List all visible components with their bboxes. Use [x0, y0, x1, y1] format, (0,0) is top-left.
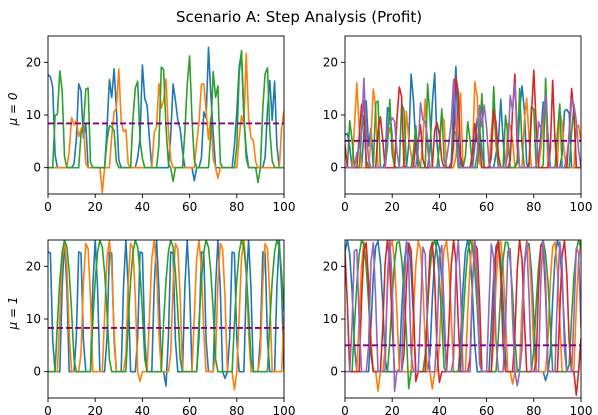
y-tick-label: 10 [323, 108, 338, 122]
x-tick-label: 0 [44, 404, 52, 415]
y-tick-label: 10 [26, 108, 41, 122]
panel-bottom-right: 0 20 40 60 80 100 0 10 20 [323, 239, 593, 415]
x-tick-label: 80 [526, 200, 541, 214]
y-tick-label: 0 [33, 161, 41, 175]
series-line-3 [48, 240, 284, 373]
x-tick-label: 60 [182, 200, 197, 214]
series-line-5 [345, 77, 581, 169]
x-tick-label: 20 [385, 404, 400, 415]
series-group [48, 46, 284, 194]
x-tick-label: 100 [273, 200, 296, 214]
x-tick-label: 40 [432, 200, 447, 214]
series-line-3 [48, 49, 284, 184]
y-tick-label: 10 [323, 312, 338, 326]
x-tick-label: 80 [229, 404, 244, 415]
series-line-2 [48, 52, 284, 194]
x-tick-label: 20 [88, 404, 103, 415]
y-tick-label: 20 [323, 55, 338, 69]
x-tick-label: 20 [88, 200, 103, 214]
x-tick-label: 40 [135, 200, 150, 214]
series-line-5 [345, 240, 581, 393]
figure-title: Scenario A: Step Analysis (Profit) [176, 8, 422, 26]
x-tick-label: 80 [229, 200, 244, 214]
row-label-mu-1: μ = 1 [6, 297, 20, 331]
x-tick-label: 0 [341, 200, 349, 214]
x-tick-label: 60 [479, 200, 494, 214]
x-tick-label: 80 [526, 404, 541, 415]
x-tick-label: 0 [341, 404, 349, 415]
x-tick-label: 40 [135, 404, 150, 415]
x-tick-label: 40 [432, 404, 447, 415]
y-tick-label: 20 [323, 259, 338, 273]
series-line-3 [345, 240, 581, 390]
series-group [48, 240, 284, 391]
x-tick-label: 100 [570, 200, 593, 214]
panel-bottom-left: 0 20 40 60 80 100 0 10 20 [26, 239, 296, 415]
y-tick-label: 20 [26, 55, 41, 69]
y-tick-label: 0 [33, 365, 41, 379]
x-tick-label: 60 [479, 404, 494, 415]
series-group [345, 240, 581, 396]
series-group [345, 65, 581, 169]
y-tick-label: 10 [26, 312, 41, 326]
panel-top-right: 0 20 40 60 80 100 0 10 20 [323, 35, 593, 214]
y-tick-label: 20 [26, 259, 41, 273]
row-label-mu-0: μ = 0 [6, 92, 20, 126]
x-tick-label: 20 [385, 200, 400, 214]
x-tick-label: 0 [44, 200, 52, 214]
x-tick-label: 100 [273, 404, 296, 415]
x-tick-label: 100 [570, 404, 593, 415]
panel-top-left: 0 20 40 60 80 100 0 10 20 [26, 35, 296, 214]
x-tick-label: 60 [182, 404, 197, 415]
y-tick-label: 0 [330, 161, 338, 175]
y-tick-label: 0 [330, 365, 338, 379]
